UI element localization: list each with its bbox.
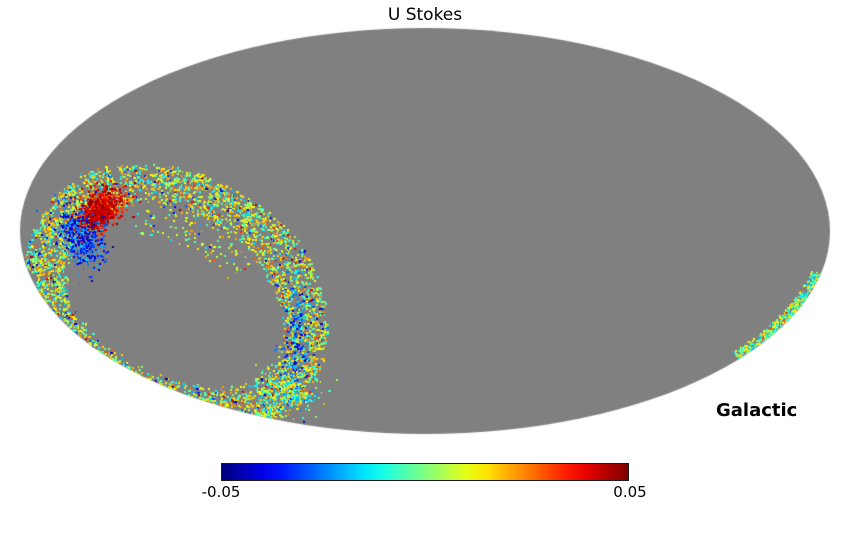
colorbar-min-label: -0.05 bbox=[201, 483, 241, 501]
colorbar-max-label: 0.05 bbox=[613, 483, 647, 501]
plot-title: U Stokes bbox=[387, 5, 463, 25]
coordinate-system-label: Galactic bbox=[716, 400, 798, 421]
colorbar-gradient bbox=[221, 463, 629, 481]
